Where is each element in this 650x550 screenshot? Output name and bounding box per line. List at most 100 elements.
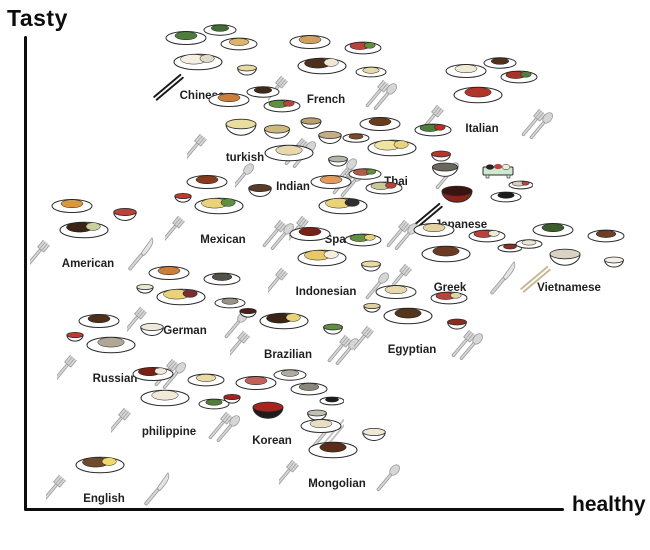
plate-icon	[140, 389, 190, 406]
bowl-icon	[318, 130, 343, 144]
fork-icon	[354, 325, 375, 354]
plate-icon	[289, 35, 331, 50]
fork-icon	[186, 133, 207, 162]
plate-icon	[165, 30, 207, 45]
bowl-icon	[236, 64, 257, 76]
y-axis-line	[24, 36, 27, 510]
fork-icon	[111, 407, 132, 435]
cuisine-label: French	[307, 94, 345, 106]
knife-icon	[490, 260, 516, 295]
bowl-icon	[328, 155, 349, 167]
bowl-icon	[323, 323, 343, 335]
cuisine-point-italian: Italian	[424, 55, 554, 140]
bowl-icon	[300, 117, 322, 129]
plate-icon	[348, 167, 382, 180]
plate-icon	[490, 191, 522, 203]
cuisine-label: Vietnamese	[537, 282, 601, 294]
plate-icon	[355, 67, 387, 78]
cuisine-point-turkish: turkish	[186, 84, 317, 168]
plate-icon	[414, 123, 452, 137]
bowl-icon	[447, 318, 468, 330]
cuisine-label: Korean	[252, 435, 292, 447]
fork-icon	[46, 474, 67, 502]
plate-icon	[515, 238, 543, 249]
bowl-icon	[306, 409, 327, 421]
plate-icon	[383, 307, 433, 325]
bowl-icon	[174, 192, 192, 203]
bowl-icon	[239, 307, 257, 318]
fork-icon	[57, 354, 78, 382]
plate-icon	[508, 180, 533, 190]
fork-icon	[424, 104, 445, 133]
bowl-icon	[431, 162, 458, 178]
cuisine-point-korean: Korean	[214, 367, 344, 451]
plate-icon	[148, 265, 190, 280]
bowl-icon	[66, 331, 84, 342]
cuisine-point-german: German	[127, 257, 257, 341]
cuisine-label: Mexican	[200, 234, 245, 246]
cuisine-label: Italian	[466, 123, 499, 135]
plate-icon	[300, 419, 342, 434]
plate-icon	[246, 86, 280, 98]
plate-icon	[532, 222, 574, 237]
bowl-icon	[248, 183, 272, 197]
plate-icon	[430, 291, 468, 305]
plate-icon	[453, 86, 503, 104]
plate-icon	[308, 442, 358, 459]
plate-icon	[421, 245, 471, 262]
bowl-icon	[136, 283, 155, 294]
plate-icon	[367, 139, 417, 157]
spoon-icon	[376, 464, 400, 492]
cuisine-label: Greek	[434, 282, 467, 294]
plate-icon	[297, 250, 347, 267]
plate-icon	[310, 174, 352, 189]
plate-icon	[51, 198, 93, 213]
plate-icon	[413, 222, 455, 237]
plate-icon	[86, 336, 136, 354]
fork-icon	[267, 268, 288, 296]
plate-icon	[198, 398, 230, 409]
knife-icon	[128, 236, 154, 271]
forkspoon-icon	[365, 80, 397, 111]
bowl-icon	[549, 248, 581, 266]
cuisine-point-russian: Russian	[57, 305, 187, 389]
cuisine-point-french: French	[267, 26, 398, 111]
fork-icon	[165, 215, 186, 243]
cuisine-label: German	[164, 325, 207, 337]
x-axis-label: healthy	[572, 493, 646, 516]
forkspoon-icon	[327, 334, 359, 365]
plate-icon	[342, 133, 370, 143]
sushi-board-icon	[482, 164, 514, 179]
cuisine-point-greek: Greek	[392, 214, 522, 298]
plate-icon	[289, 227, 331, 242]
cuisine-point-indonesian: Indonesian	[267, 218, 398, 302]
cuisine-label: Russian	[93, 373, 138, 385]
plate-icon	[483, 57, 517, 69]
cuisine-label: Mongolian	[308, 478, 366, 490]
plate-icon	[208, 93, 250, 107]
cuisine-point-mongolian: Mongolian	[278, 410, 409, 494]
cuisine-label: Indian	[276, 181, 310, 193]
bowl-icon	[363, 302, 381, 313]
cuisine-label: turkish	[226, 152, 264, 164]
forkspoon-icon	[387, 219, 419, 250]
bowl-icon	[360, 260, 381, 272]
cuisine-point-philippine: philippine	[111, 358, 241, 442]
plate-icon	[78, 313, 120, 328]
plate-icon	[259, 312, 309, 330]
cuisine-label: Indonesian	[295, 286, 356, 298]
plate-icon	[263, 99, 301, 113]
cuisine-label: philippine	[142, 426, 196, 438]
plate-icon	[445, 64, 487, 79]
plate-icon	[186, 174, 228, 189]
cuisine-label: American	[62, 258, 114, 270]
bowl-icon	[441, 185, 473, 203]
spoon-icon	[365, 272, 389, 300]
cuisine-point-egyptian: Egyptian	[354, 276, 484, 360]
spoon-icon	[235, 163, 255, 190]
plate-icon	[497, 243, 522, 252]
cuisine-point-thai: Thai	[338, 108, 468, 192]
plate-icon	[359, 117, 401, 131]
forkspoon-icon	[451, 329, 484, 360]
forkspoon-icon	[522, 108, 554, 140]
